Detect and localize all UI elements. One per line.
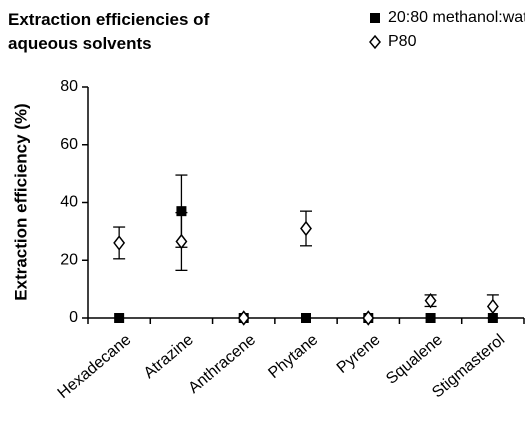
- marker: [300, 220, 312, 237]
- x-tick-label: Atrazine: [141, 331, 197, 382]
- y-tick-label: 40: [60, 194, 78, 211]
- chart-title: Extraction efficiencies of aqueous solve…: [8, 10, 210, 53]
- marker: [114, 313, 125, 323]
- y-tick-label: 20: [60, 251, 78, 268]
- x-tick-label: Phytane: [265, 331, 321, 382]
- marker: [486, 298, 499, 315]
- legend-marker: [370, 13, 380, 23]
- marker: [237, 310, 250, 326]
- y-axis-label: Extraction efficiency (%): [11, 103, 30, 300]
- y-tick-label: 0: [69, 309, 78, 326]
- legend-label: P80: [388, 33, 417, 50]
- marker: [424, 292, 437, 309]
- legend-label: 20:80 methanol:water: [388, 9, 525, 26]
- x-tick-label: Pyrene: [334, 331, 384, 377]
- marker: [176, 206, 187, 217]
- y-tick-label: 60: [60, 136, 78, 153]
- x-tick-label: Hexadecane: [55, 331, 135, 402]
- marker: [175, 233, 188, 250]
- marker: [425, 313, 436, 323]
- marker: [362, 310, 375, 326]
- y-tick-label: 80: [60, 78, 78, 95]
- marker: [487, 313, 498, 323]
- x-tick-label: Anthracene: [185, 331, 259, 397]
- legend-marker: [369, 34, 381, 50]
- x-tick-label: Squalene: [383, 331, 446, 388]
- marker: [113, 235, 126, 251]
- marker: [301, 313, 311, 323]
